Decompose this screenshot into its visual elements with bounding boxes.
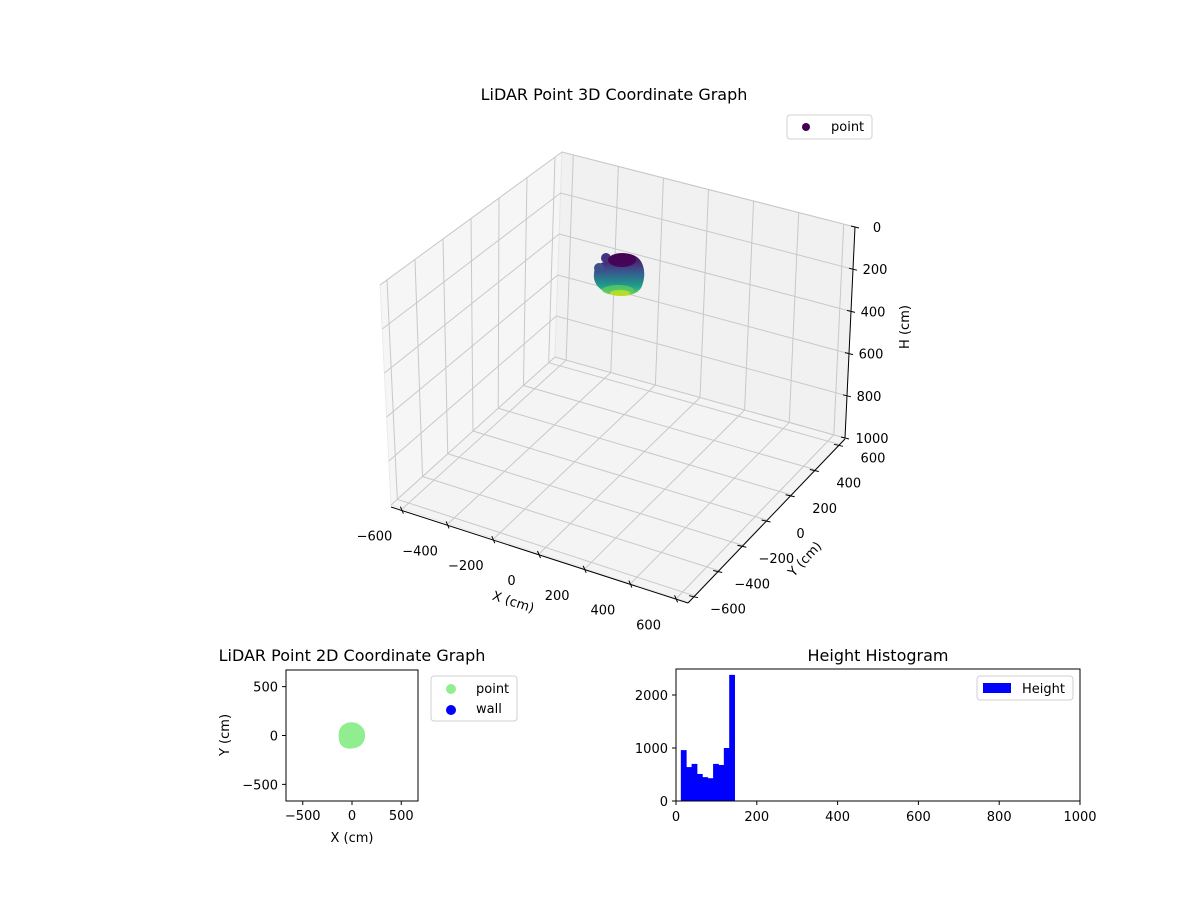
legend-3d-point-label: point: [831, 120, 864, 135]
point-cluster-2d: [338, 722, 366, 749]
svg-text:0: 0: [660, 795, 668, 810]
grid-3d: [379, 151, 856, 599]
histogram-bar: [696, 773, 703, 801]
plot-2d-x-label: X (cm): [331, 831, 374, 846]
svg-text:200: 200: [744, 810, 769, 825]
svg-text:600: 600: [636, 618, 661, 633]
ticks-histogram: 0 200 400 600 800 1000 0 1000 2000: [635, 689, 1097, 825]
histogram-bar: [680, 750, 687, 801]
x-axis-label: X (cm): [490, 589, 536, 617]
svg-text:−200: −200: [758, 552, 794, 567]
svg-text:600: 600: [861, 451, 886, 466]
legend-2d: point wall: [430, 675, 518, 722]
svg-text:800: 800: [857, 390, 882, 405]
legend-point-marker-icon: [446, 684, 456, 694]
histogram-bars: [680, 674, 735, 801]
svg-text:0: 0: [796, 527, 804, 542]
z-axis-label: H (cm): [898, 305, 913, 349]
svg-text:200: 200: [863, 263, 888, 278]
svg-text:0: 0: [507, 574, 515, 589]
svg-text:400: 400: [861, 305, 886, 320]
svg-text:800: 800: [987, 810, 1012, 825]
z-axis-line: [844, 226, 856, 439]
svg-text:0: 0: [672, 810, 680, 825]
legend-histogram: Height: [976, 675, 1074, 701]
legend-3d-box: [786, 114, 873, 140]
svg-text:600: 600: [906, 810, 931, 825]
legend-height-swatch-icon: [983, 683, 1011, 693]
legend-histogram-box: [976, 675, 1074, 701]
histogram-bar: [713, 763, 719, 801]
histogram-bar: [718, 764, 725, 801]
plot-2d-title: LiDAR Point 2D Coordinate Graph: [219, 646, 486, 665]
legend-2d-point-label: point: [476, 682, 509, 697]
ticks-3d: 02004006008001000−600−400−2000200400600−…: [357, 221, 889, 633]
ticks-2d: −500 0 500 500 0 −500: [242, 681, 413, 824]
svg-text:−500: −500: [285, 809, 321, 824]
svg-text:−500: −500: [242, 778, 278, 793]
svg-text:0: 0: [873, 221, 881, 236]
svg-text:−200: −200: [448, 559, 484, 574]
histogram-bar: [691, 763, 698, 801]
legend-wall-marker-icon: [446, 705, 456, 715]
svg-text:200: 200: [812, 502, 837, 517]
legend-2d-wall-label: wall: [476, 702, 502, 717]
svg-text:500: 500: [253, 681, 278, 696]
histogram-bar: [686, 767, 692, 801]
legend-point-marker-icon: [802, 123, 810, 131]
point-cluster-3d: [593, 253, 645, 296]
svg-text:−400: −400: [734, 577, 770, 592]
plot-2d-y-label: Y (cm): [218, 714, 233, 757]
histogram-bar: [702, 777, 709, 801]
histogram-bar: [707, 778, 714, 801]
svg-text:400: 400: [825, 810, 850, 825]
svg-text:0: 0: [348, 809, 356, 824]
plot-histogram: Height Histogram 0 200 400 600 800 1000 0 1000 2…: [635, 646, 1097, 825]
svg-text:600: 600: [859, 348, 884, 363]
svg-text:−600: −600: [357, 530, 393, 545]
plot-2d: LiDAR Point 2D Coordinate Graph −500 0 500…: [218, 646, 518, 846]
svg-text:−600: −600: [710, 603, 746, 618]
histogram-axes: [675, 668, 1081, 802]
legend-histogram-label: Height: [1022, 682, 1065, 697]
histogram-bar: [729, 674, 735, 801]
plot-3d-title: LiDAR Point 3D Coordinate Graph: [481, 85, 748, 104]
svg-text:0: 0: [270, 730, 278, 745]
svg-text:400: 400: [590, 604, 615, 619]
histogram-title: Height Histogram: [808, 646, 949, 665]
histogram-bar: [723, 748, 730, 801]
svg-text:400: 400: [836, 477, 861, 492]
svg-text:−400: −400: [402, 544, 438, 559]
svg-text:500: 500: [389, 809, 414, 824]
plot-3d: LiDAR Point 3D Coordinate Graph 02004006…: [357, 85, 913, 633]
svg-text:200: 200: [545, 589, 570, 604]
svg-text:1000: 1000: [855, 432, 888, 447]
svg-text:2000: 2000: [635, 689, 668, 704]
legend-3d: point: [786, 114, 873, 140]
svg-text:1000: 1000: [1063, 810, 1096, 825]
svg-text:1000: 1000: [635, 742, 668, 757]
